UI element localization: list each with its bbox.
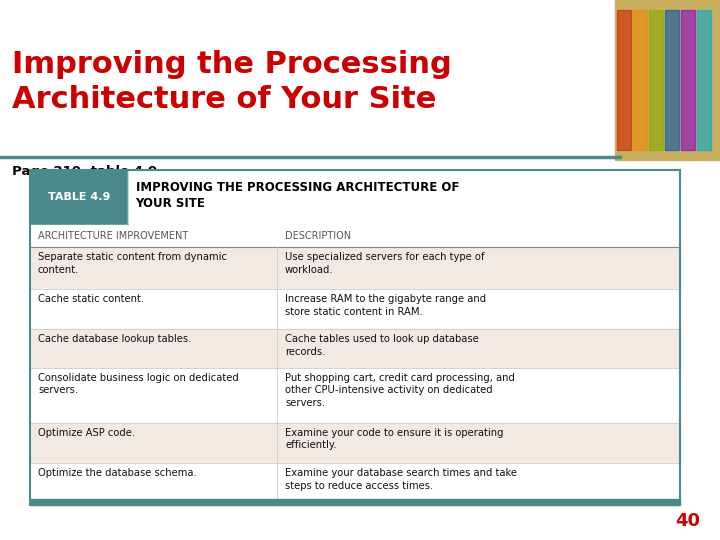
Bar: [681, 10, 695, 150]
Text: Separate static content from dynamic
content.: Separate static content from dynamic con…: [38, 252, 227, 275]
Text: Cache static content.: Cache static content.: [38, 294, 144, 305]
Text: TABLE 4.9: TABLE 4.9: [48, 192, 110, 202]
Bar: [30, 463, 680, 505]
Text: Examine your code to ensure it is operating
efficiently.: Examine your code to ensure it is operat…: [285, 428, 503, 450]
Text: Consolidate business logic on dedicated
servers.: Consolidate business logic on dedicated …: [38, 373, 239, 395]
Text: Examine your database search times and take
steps to reduce access times.: Examine your database search times and t…: [285, 468, 517, 490]
Text: 40: 40: [675, 512, 700, 530]
Text: Page 210, table 4.9: Page 210, table 4.9: [12, 165, 157, 178]
Bar: [127, 170, 680, 225]
Bar: [0, 0, 620, 160]
Bar: [30, 247, 680, 289]
Text: Optimize the database schema.: Optimize the database schema.: [38, 468, 197, 478]
Bar: [30, 170, 127, 225]
Text: IMPROVING THE PROCESSING ARCHITECTURE OF
YOUR SITE: IMPROVING THE PROCESSING ARCHITECTURE OF…: [135, 181, 459, 210]
Text: Increase RAM to the gigabyte range and
store static content in RAM.: Increase RAM to the gigabyte range and s…: [285, 294, 486, 317]
Text: DESCRIPTION: DESCRIPTION: [285, 231, 351, 241]
Bar: [697, 10, 711, 150]
Bar: [30, 368, 680, 422]
Bar: [30, 422, 680, 463]
Bar: [665, 10, 679, 150]
Bar: [30, 170, 680, 505]
Bar: [617, 10, 631, 150]
Text: Improving the Processing
Architecture of Your Site: Improving the Processing Architecture of…: [12, 50, 451, 114]
Text: Use specialized servers for each type of
workload.: Use specialized servers for each type of…: [285, 252, 485, 275]
Text: Cache database lookup tables.: Cache database lookup tables.: [38, 334, 192, 345]
Bar: [615, 0, 720, 160]
Text: Put shopping cart, credit card processing, and
other CPU-intensive activity on d: Put shopping cart, credit card processin…: [285, 373, 515, 408]
Bar: [633, 10, 647, 150]
Text: Cache tables used to look up database
records.: Cache tables used to look up database re…: [285, 334, 479, 357]
Bar: [30, 225, 680, 247]
Bar: [30, 329, 680, 368]
Bar: [30, 499, 680, 505]
Text: ARCHITECTURE IMPROVEMENT: ARCHITECTURE IMPROVEMENT: [38, 231, 188, 241]
Bar: [30, 289, 680, 329]
Text: Optimize ASP code.: Optimize ASP code.: [38, 428, 135, 437]
Bar: [649, 10, 663, 150]
